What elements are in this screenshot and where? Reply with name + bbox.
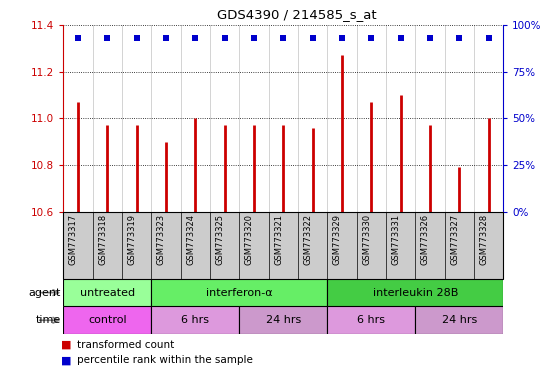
Text: ■: ■ (60, 340, 71, 350)
Text: agent: agent (28, 288, 60, 298)
Text: GSM773323: GSM773323 (157, 214, 166, 265)
Text: control: control (88, 315, 126, 325)
Point (162, 35, 170, 41)
Text: ■: ■ (60, 355, 71, 365)
Point (74, 35, 82, 41)
Text: GSM773327: GSM773327 (450, 214, 459, 265)
Bar (63, 306, 151, 334)
Text: interleukin 28B: interleukin 28B (372, 288, 458, 298)
Point (308, 35, 317, 41)
Bar (151, 279, 327, 306)
Text: 24 hrs: 24 hrs (442, 315, 477, 325)
Point (132, 35, 141, 41)
Text: transformed count: transformed count (77, 340, 174, 350)
Text: GDS4390 / 214585_s_at: GDS4390 / 214585_s_at (217, 8, 377, 21)
Text: untreated: untreated (80, 288, 135, 298)
Bar (63, 212, 503, 279)
Point (220, 35, 229, 41)
Text: GSM773324: GSM773324 (186, 214, 195, 265)
Text: percentile rank within the sample: percentile rank within the sample (77, 355, 253, 365)
Point (279, 35, 288, 41)
Text: GSM773325: GSM773325 (216, 214, 224, 265)
Point (191, 35, 200, 41)
Bar (63, 279, 151, 306)
Point (396, 35, 405, 41)
Text: 24 hrs: 24 hrs (266, 315, 301, 325)
Bar (151, 306, 239, 334)
Bar (327, 306, 415, 334)
Bar (415, 306, 503, 334)
Text: 6 hrs: 6 hrs (182, 315, 209, 325)
Point (367, 35, 376, 41)
Text: GSM773329: GSM773329 (333, 214, 342, 265)
Bar (327, 279, 503, 306)
Text: GSM773318: GSM773318 (98, 214, 107, 265)
Text: GSM773322: GSM773322 (304, 214, 312, 265)
Text: GSM773326: GSM773326 (421, 214, 430, 265)
Point (455, 35, 464, 41)
Point (338, 35, 346, 41)
Point (103, 35, 112, 41)
Text: time: time (35, 315, 60, 325)
Text: GSM773317: GSM773317 (69, 214, 78, 265)
Text: GSM773320: GSM773320 (245, 214, 254, 265)
Point (250, 35, 258, 41)
Point (484, 35, 493, 41)
Text: GSM773331: GSM773331 (392, 214, 400, 265)
Text: interferon-α: interferon-α (206, 288, 273, 298)
Text: 6 hrs: 6 hrs (358, 315, 385, 325)
Text: GSM773330: GSM773330 (362, 214, 371, 265)
Text: GSM773328: GSM773328 (480, 214, 488, 265)
Text: GSM773319: GSM773319 (128, 214, 136, 265)
Point (426, 35, 434, 41)
Bar (239, 306, 327, 334)
Text: GSM773321: GSM773321 (274, 214, 283, 265)
